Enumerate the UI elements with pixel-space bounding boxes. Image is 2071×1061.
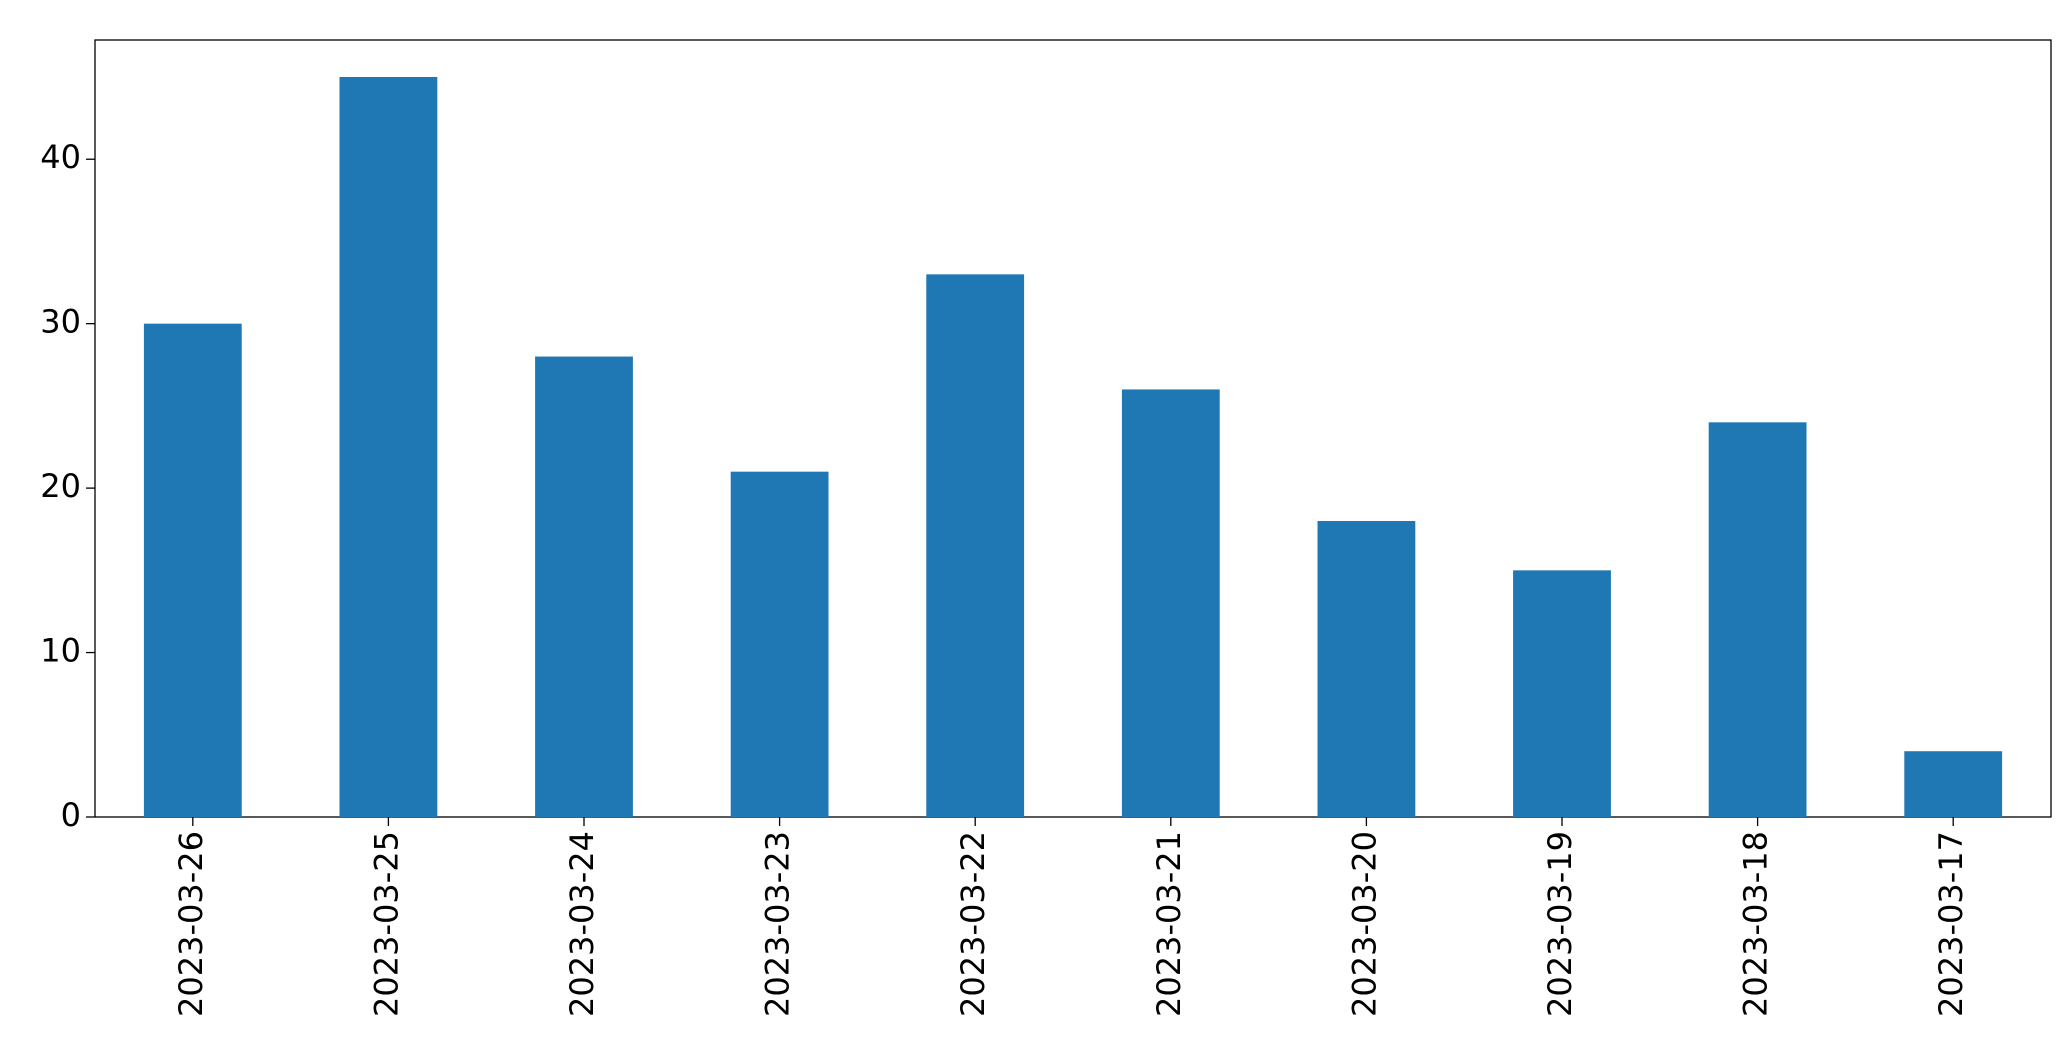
- bar: [535, 356, 633, 817]
- plot-frame: [94, 39, 2052, 818]
- bar: [1708, 422, 1807, 817]
- bar: [339, 77, 438, 817]
- x-tick-label: 2023-03-21: [1150, 831, 1188, 1017]
- y-tick-label: 10: [40, 632, 81, 670]
- y-tick-label: 20: [40, 467, 81, 505]
- bar: [1121, 389, 1220, 817]
- x-tick-label: 2023-03-26: [172, 831, 210, 1017]
- bar: [1904, 751, 2003, 817]
- x-tick-label: 2023-03-25: [367, 831, 405, 1017]
- bar: [730, 471, 829, 817]
- bar: [1513, 570, 1611, 817]
- y-tick-label: 40: [40, 138, 81, 176]
- x-tick-label: 2023-03-24: [563, 831, 601, 1017]
- x-tick-label: 2023-03-19: [1541, 831, 1579, 1017]
- y-tick-label: 0: [61, 796, 81, 834]
- x-tick-label: 2023-03-17: [1932, 831, 1970, 1017]
- bar: [1317, 521, 1416, 817]
- x-tick-label: 2023-03-22: [954, 831, 992, 1017]
- x-tick-label: 2023-03-18: [1737, 831, 1775, 1017]
- y-tick-label: 30: [40, 303, 81, 341]
- x-tick-label: 2023-03-23: [759, 831, 797, 1017]
- x-tick-label: 2023-03-20: [1345, 831, 1383, 1017]
- bar: [926, 274, 1025, 817]
- bar: [143, 323, 242, 817]
